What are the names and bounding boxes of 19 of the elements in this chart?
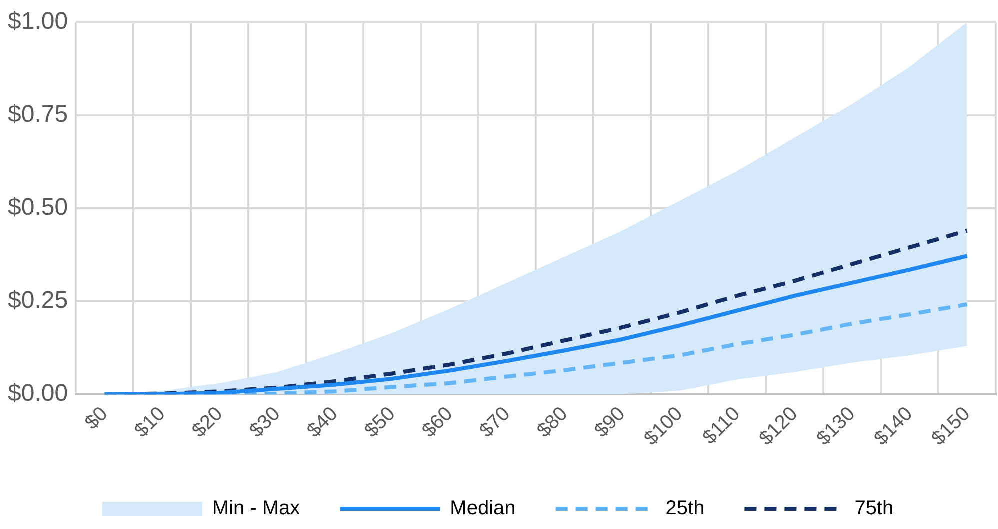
- x-tick-label: $30: [246, 402, 285, 442]
- x-tick-label: $40: [303, 402, 342, 442]
- y-tick-label: $0.00: [8, 380, 68, 408]
- legend-label: Min - Max: [212, 498, 300, 520]
- y-tick-label: $0.25: [8, 287, 68, 314]
- y-tick-label: $1.00: [8, 8, 68, 36]
- x-tick-label: $80: [533, 402, 572, 442]
- x-tick-label: $20: [188, 402, 228, 442]
- x-tick-label: $50: [360, 402, 400, 442]
- legend-label: 75th: [854, 498, 894, 520]
- x-tick-label: $0: [80, 402, 112, 434]
- x-tick-label: $10: [130, 402, 170, 442]
- x-tick-label: $70: [476, 402, 515, 442]
- legend-label: 25th: [666, 498, 705, 520]
- y-tick-label: $0.50: [8, 194, 68, 222]
- x-tick-label: $90: [590, 402, 630, 442]
- y-tick-label: $0.75: [8, 101, 68, 128]
- legend-label: Median: [450, 498, 516, 520]
- x-tick-label: $60: [418, 402, 458, 442]
